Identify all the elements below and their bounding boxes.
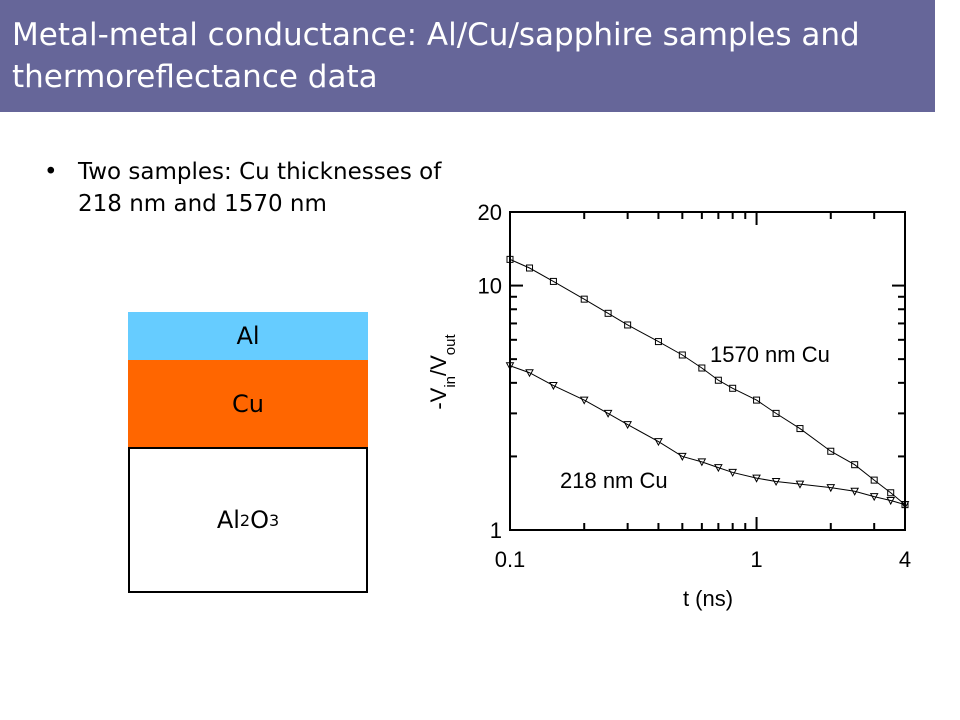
y-axis-label: -Vin/Vout xyxy=(426,334,459,410)
bullet: • Two samples: Cu thicknesses of 218 nm … xyxy=(44,156,444,220)
y-axis-label-part: out xyxy=(442,334,459,356)
data-point xyxy=(506,255,514,263)
data-point xyxy=(826,484,836,493)
data-point xyxy=(772,409,780,417)
data-point xyxy=(603,409,613,418)
data-point xyxy=(678,351,686,359)
data-point xyxy=(887,489,895,497)
data-point xyxy=(505,362,515,371)
bullet-dot: • xyxy=(44,159,58,185)
y-tick-label: 10 xyxy=(478,274,502,299)
x-tick-label: 0.1 xyxy=(495,547,526,572)
layer-label: Al xyxy=(216,506,240,534)
data-point xyxy=(729,384,737,392)
data-point xyxy=(654,438,663,447)
data-point xyxy=(604,309,612,317)
x-tick-label: 4 xyxy=(899,547,911,572)
bullet-text: Two samples: Cu thicknesses of 218 nm an… xyxy=(78,159,442,217)
y-axis-label-part: in xyxy=(442,376,459,388)
data-point xyxy=(851,461,859,469)
data-point xyxy=(698,364,706,372)
layer-al: Al xyxy=(128,312,368,360)
layer-cu: Cu xyxy=(128,360,368,448)
data-point xyxy=(525,369,534,378)
plot-frame xyxy=(509,211,906,531)
y-axis-label-part: /V xyxy=(426,355,451,376)
data-point xyxy=(526,264,534,272)
data-point xyxy=(624,321,632,329)
data-point xyxy=(795,480,805,489)
data-point xyxy=(886,497,896,506)
slide-title: Metal-metal conductance: Al/Cu/sapphire … xyxy=(12,17,860,95)
data-point xyxy=(850,487,860,496)
data-point xyxy=(869,493,879,502)
annotation: 1570 nm Cu xyxy=(710,342,830,367)
data-point xyxy=(677,452,687,461)
layer-label: Cu xyxy=(232,390,264,418)
data-point xyxy=(796,425,804,433)
data-point xyxy=(580,295,588,303)
data-point xyxy=(654,338,662,346)
header-bar: Metal-metal conductance: Al/Cu/sapphire … xyxy=(0,0,935,112)
data-point xyxy=(753,396,761,404)
data-point xyxy=(623,421,632,430)
data-point xyxy=(714,376,722,384)
data-point xyxy=(771,477,781,486)
y-tick-label: 20 xyxy=(478,200,502,225)
data-point xyxy=(870,476,878,484)
data-point xyxy=(752,474,761,483)
y-tick-label: 1 xyxy=(490,518,502,543)
layer-substrate: Al 2 O 3 xyxy=(128,447,368,593)
data-point xyxy=(549,277,557,285)
data-point xyxy=(714,464,723,473)
data-point xyxy=(579,396,589,405)
x-tick-label: 1 xyxy=(750,547,762,572)
layer-label: Al xyxy=(236,322,260,350)
data-point xyxy=(827,447,835,455)
fit-line xyxy=(509,258,906,506)
data-point xyxy=(697,458,707,467)
y-axis-label-part: -V xyxy=(426,387,451,409)
layer-label: O xyxy=(250,506,269,534)
data-point xyxy=(900,501,910,510)
x-axis-label: t (ns) xyxy=(683,586,733,611)
annotation: 218 nm Cu xyxy=(560,468,668,493)
fit-line xyxy=(509,365,906,506)
data-point xyxy=(549,382,558,391)
layer-label: 3 xyxy=(268,510,280,530)
data-point xyxy=(728,468,738,477)
layer-label: 2 xyxy=(239,510,251,530)
